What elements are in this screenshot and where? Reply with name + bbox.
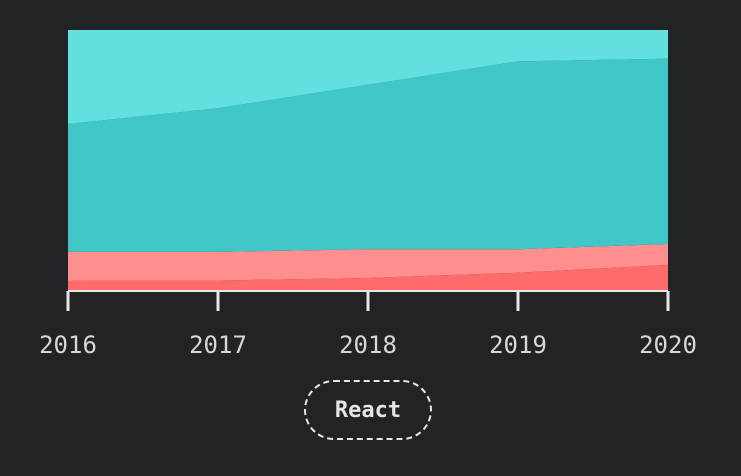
area-series-4	[68, 30, 668, 124]
x-axis-tick-labels: 2016 2017 2018 2019 2020	[39, 331, 697, 359]
x-tick-label: 2020	[639, 331, 697, 359]
x-tick-label: 2017	[189, 331, 247, 359]
react-legend-button[interactable]: React	[304, 380, 432, 440]
x-tick-label: 2016	[39, 331, 97, 359]
x-axis-ticks	[66, 291, 670, 311]
chart-areas	[68, 30, 668, 291]
x-tick-label: 2018	[339, 331, 397, 359]
x-tick-label: 2019	[489, 331, 547, 359]
area-series-2	[68, 244, 668, 281]
area-series-3	[68, 58, 668, 252]
